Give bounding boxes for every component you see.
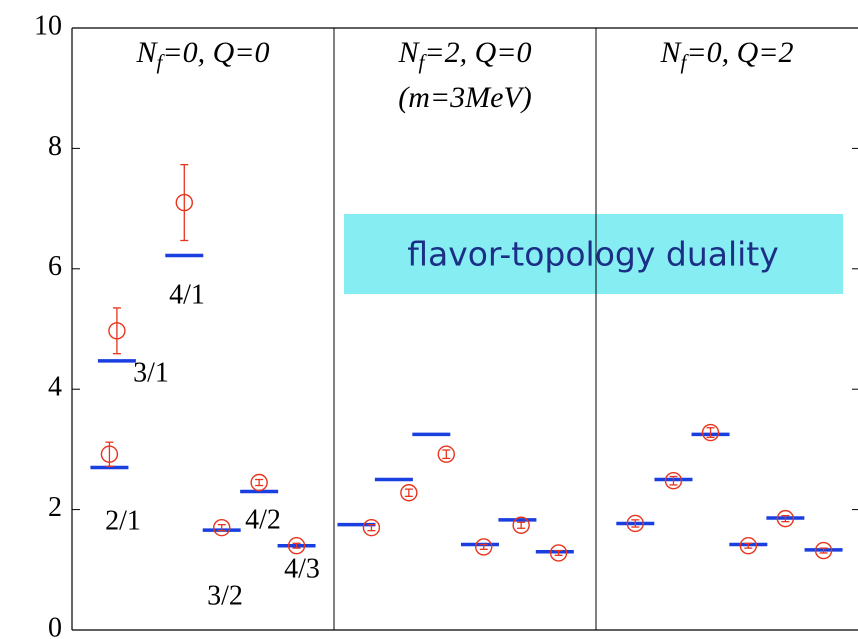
panel-title: Nf=2, Q=0: [397, 36, 531, 74]
point-label: 4/2: [245, 504, 281, 535]
panel-title-rest: =0, Q=2: [686, 36, 793, 69]
data-point: [362, 518, 381, 537]
data-point: [549, 544, 568, 562]
data-point: [701, 423, 720, 442]
data-point: [108, 322, 126, 340]
point-label: 4/3: [284, 553, 320, 584]
y-tick-label: 10: [34, 10, 62, 41]
data-point: [175, 193, 193, 212]
panel-title-main: N: [659, 36, 682, 69]
panel-title-rest: =0, Q=0: [162, 36, 269, 69]
data-point: [100, 445, 119, 463]
panel-title-main: N: [397, 36, 420, 69]
panel-title-sub: f: [419, 50, 428, 74]
data-point: [664, 472, 683, 490]
data-point: [776, 509, 795, 528]
panel-title-rest: =2, Q=0: [424, 36, 531, 69]
data-point: [475, 538, 493, 556]
highlight-text: flavor-topology duality: [407, 235, 779, 274]
data-point: [814, 541, 833, 560]
y-tick-label: 4: [48, 372, 62, 403]
data-point: [512, 516, 530, 534]
data-point: [287, 537, 306, 555]
data-point: [739, 537, 758, 555]
panel-title-sub: f: [157, 50, 166, 74]
data-point: [213, 518, 231, 537]
highlight-box: [344, 214, 843, 294]
y-tick-label: 0: [48, 612, 62, 639]
point-label: 3/1: [133, 357, 169, 388]
point-label: 3/2: [207, 580, 243, 611]
y-tick-label: 8: [48, 131, 62, 162]
data-point: [437, 445, 455, 463]
data-point: [400, 484, 418, 502]
y-tick-label: 2: [48, 492, 62, 523]
panel-title: Nf=0, Q=2: [659, 36, 793, 74]
point-label: 4/1: [169, 279, 205, 310]
data-point: [626, 514, 644, 533]
panel-note: (m=3MeV): [398, 81, 532, 114]
data-point: [250, 473, 268, 492]
point-label: 2/1: [105, 505, 141, 536]
panel-title-sub: f: [681, 50, 690, 74]
y-tick-label: 6: [48, 251, 62, 282]
panel-title-main: N: [135, 36, 158, 69]
panel-title: Nf=0, Q=0: [135, 36, 269, 74]
